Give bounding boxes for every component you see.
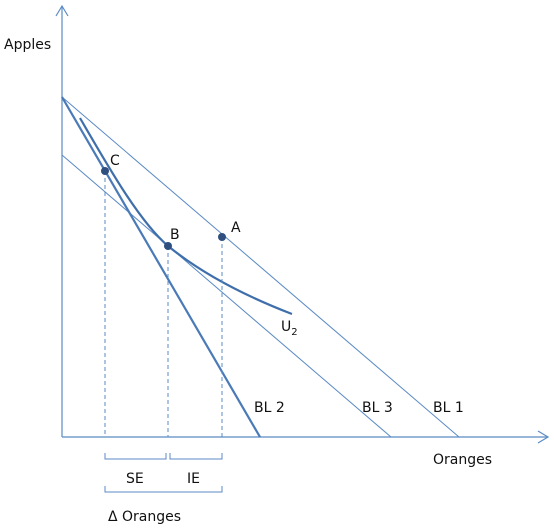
budget-line-2	[61, 96, 261, 438]
point-c-label: C	[110, 153, 120, 169]
point-a-label: A	[231, 220, 241, 236]
y-axis-arrowhead	[55, 4, 69, 17]
curve-label-u2: U2	[281, 319, 298, 338]
income-effect-label: IE	[187, 471, 200, 487]
x-axis-arrowhead	[537, 430, 550, 444]
curve-label-subscript: 2	[291, 327, 297, 338]
budget-line-1	[61, 96, 460, 438]
se-bracket	[104, 453, 167, 460]
point-c-marker	[101, 167, 109, 175]
budget-line-3	[61, 154, 392, 438]
curve-label-base: U	[281, 319, 291, 335]
ie-bracket	[169, 453, 223, 460]
budget-line-3-label: BL 3	[362, 400, 393, 416]
y-axis-label: Apples	[4, 37, 51, 53]
point-b-marker	[164, 242, 172, 250]
total-bracket	[104, 486, 223, 493]
point-b-label: B	[170, 227, 180, 243]
delta-oranges-label: Δ Oranges	[108, 509, 181, 525]
point-a-marker	[218, 233, 226, 241]
x-axis-label: Oranges	[433, 452, 492, 468]
indifference-curve-u2	[79, 117, 293, 316]
substitution-effect-label: SE	[126, 471, 144, 487]
budget-line-1-label: BL 1	[433, 400, 464, 416]
budget-line-2-label: BL 2	[254, 400, 285, 416]
